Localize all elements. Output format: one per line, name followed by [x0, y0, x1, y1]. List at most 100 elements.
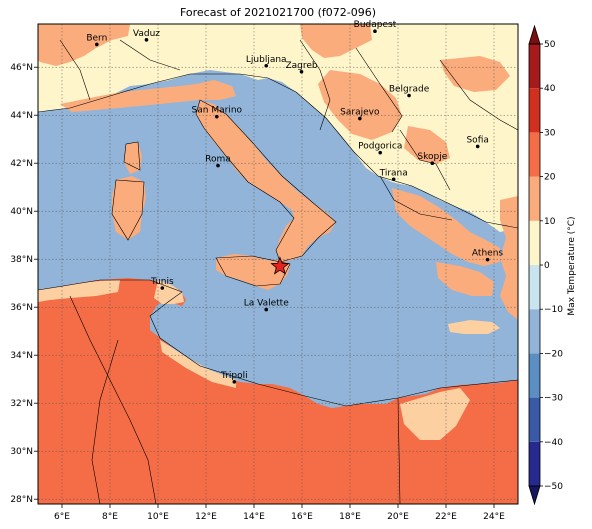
- colorbar-segment: [529, 353, 540, 398]
- colorbar-tick-label: 40: [544, 84, 556, 94]
- colorbar: −50 −40 −30 −20 −10 0 10 20 30 40 50: [528, 24, 563, 506]
- colorbar-segment: [529, 220, 540, 265]
- corsica-island: [124, 142, 142, 174]
- x-tick-label: 16°E: [291, 512, 313, 522]
- x-tick-label: 14°E: [243, 512, 265, 522]
- graticule: [38, 24, 518, 504]
- city-label: Roma: [205, 155, 231, 165]
- city-label: Belgrade: [389, 85, 430, 95]
- city-dot: [216, 163, 220, 168]
- city-label: Zagreb: [285, 61, 317, 71]
- city-label: Vaduz: [133, 29, 160, 39]
- x-tick-label: 10°E: [147, 512, 169, 522]
- city-dot: [407, 93, 411, 98]
- colorbar-segment: [529, 88, 540, 133]
- alps-warm-patch: [38, 24, 130, 66]
- city-label: Athens: [472, 249, 503, 259]
- y-tick-label: 36°N: [10, 303, 33, 313]
- italy-peninsula: [196, 100, 336, 262]
- city-label: Podgorica: [358, 142, 402, 152]
- y-tick-label: 42°N: [10, 159, 33, 169]
- y-axis: 28°N 30°N 32°N 34°N 36°N 38°N 40°N 42°N 44°N 46°N: [10, 63, 38, 505]
- x-tick-label: 6°E: [54, 512, 70, 522]
- city-dot: [95, 42, 99, 47]
- y-tick-label: 34°N: [10, 351, 33, 361]
- central-warm-patch: [300, 24, 372, 58]
- central-europe-land: [38, 24, 518, 232]
- colorbar-segment: [529, 132, 540, 177]
- city-label: Bern: [86, 33, 107, 43]
- y-tick-label: 28°N: [10, 495, 33, 505]
- x-tick-label: 18°E: [339, 512, 361, 522]
- serbia-warm: [404, 126, 450, 164]
- city-dot: [430, 161, 435, 165]
- city-dot: [264, 307, 269, 312]
- city-label: Sofia: [466, 135, 488, 145]
- balkan-warm: [318, 70, 402, 140]
- colorbar-segment: [529, 441, 540, 486]
- star-marker-icon[interactable]: [270, 256, 290, 275]
- colorbar-tick-label: −20: [544, 349, 563, 359]
- colorbar-segment: [529, 44, 540, 89]
- colorbar-segment: [529, 265, 540, 310]
- colorbar-tick-label: 20: [544, 173, 556, 183]
- sardinia-island: [112, 176, 146, 240]
- colorbar-tick-label: 30: [544, 128, 556, 138]
- colorbar-segment: [529, 176, 540, 221]
- colorbar-extend-low: [528, 485, 541, 506]
- city-dot: [215, 114, 219, 119]
- maghreb-coast-strip: [38, 280, 120, 302]
- city-label: Tunis: [150, 277, 174, 287]
- y-tick-label: 30°N: [10, 447, 33, 457]
- city-label: Budapest: [354, 20, 397, 30]
- colorbar-tick-label: 50: [544, 40, 556, 50]
- x-tick-label: 24°E: [483, 512, 505, 522]
- map-title: Forecast of 2021021700 (f072-096): [179, 6, 377, 19]
- colorbar-tick-label: −50: [544, 482, 563, 492]
- city-dot: [299, 69, 304, 74]
- colorbar-tick-label: −30: [544, 394, 563, 404]
- city-dot: [378, 150, 383, 155]
- crete-island: [448, 320, 500, 334]
- y-tick-label: 38°N: [10, 255, 33, 265]
- location-marker[interactable]: [270, 256, 290, 275]
- city-dot: [373, 29, 377, 33]
- sicily-island: [216, 254, 290, 290]
- city-dot: [391, 177, 396, 182]
- x-axis: 6°E 8°E 10°E 12°E 14°E 16°E 18°E 20°E 22°E 24°E: [54, 504, 505, 522]
- libya-coast-strip: [160, 340, 236, 388]
- colorbar-tick-label: −10: [544, 305, 563, 315]
- city-dot: [485, 257, 490, 262]
- city-label: Skopje: [417, 152, 447, 162]
- colorbar-label: Max Temperature (°C): [567, 216, 577, 315]
- city-label: Tirana: [379, 168, 408, 178]
- city-dot: [232, 380, 237, 384]
- colorbar-extend-high: [528, 24, 541, 45]
- map-frame: [37, 23, 519, 505]
- x-tick-label: 22°E: [435, 512, 457, 522]
- cyrenaica-light: [400, 388, 470, 440]
- city-dot: [475, 144, 480, 149]
- city-label: Sarajevo: [340, 108, 380, 118]
- city-label: Ljubljana: [246, 55, 287, 65]
- po-valley-warm: [60, 80, 236, 112]
- x-tick-label: 20°E: [387, 512, 409, 522]
- colorbar-tick-label: 0: [544, 261, 550, 271]
- y-tick-label: 46°N: [10, 63, 33, 73]
- greece-south-warm: [436, 262, 494, 296]
- colorbar-tick-label: 10: [544, 217, 556, 227]
- colorbar-segment: [529, 397, 540, 442]
- city-dot: [358, 116, 362, 121]
- city-label: San Marino: [192, 106, 243, 116]
- tunisia-coast-strip: [154, 280, 184, 304]
- y-tick-label: 44°N: [10, 111, 33, 121]
- city-dot: [144, 38, 149, 42]
- y-tick-label: 40°N: [10, 207, 33, 217]
- city-dot: [264, 63, 269, 68]
- y-tick-label: 32°N: [10, 399, 33, 409]
- colorbar-segment: [529, 309, 540, 354]
- city-label: Tripoli: [220, 371, 248, 381]
- x-tick-label: 12°E: [195, 512, 217, 522]
